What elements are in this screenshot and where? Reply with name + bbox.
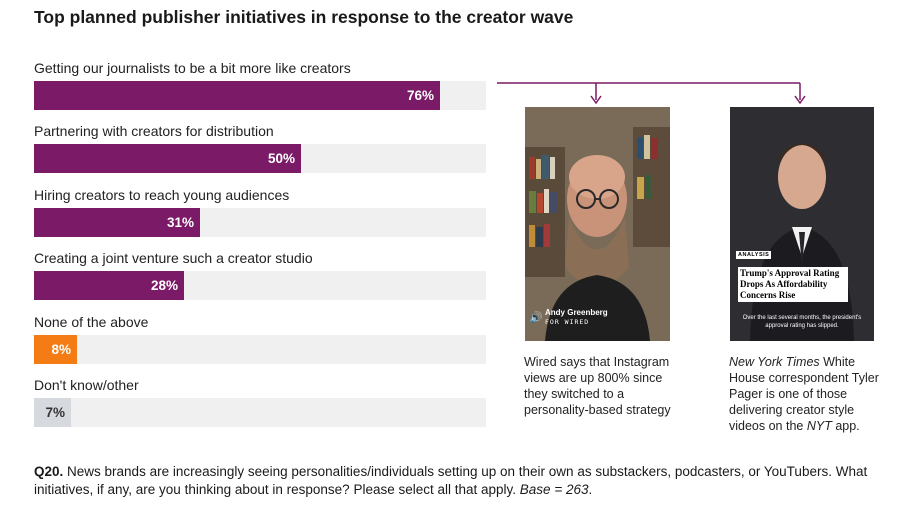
bar-label: Creating a joint venture such a creator … <box>34 250 313 267</box>
footnote-end: . <box>588 482 593 497</box>
nyt-presenter-illustration <box>730 107 874 341</box>
bar-track: 7% <box>34 398 486 427</box>
bar-track: 76% <box>34 81 486 110</box>
bar-value-label: 8% <box>51 341 71 357</box>
footnote-base: Base = 263 <box>519 482 589 497</box>
nyt-caption-end: app. <box>831 419 860 433</box>
wired-person-name: Andy Greenberg <box>545 308 608 317</box>
bar <box>34 398 71 427</box>
bar-label: Hiring creators to reach young audiences <box>34 186 290 203</box>
bar-track: 50% <box>34 144 486 174</box>
nyt-headline: Trump's Approval Rating Drops As Afforda… <box>738 267 848 302</box>
arrowhead-wired-icon <box>590 95 602 105</box>
wired-video-thumbnail: 🔊 Andy Greenberg FOR WIRED <box>525 107 670 341</box>
bar-track: 31% <box>34 207 486 237</box>
bar-value-label: 76% <box>406 88 434 103</box>
bookshelf-illustration <box>525 107 670 341</box>
bar <box>34 271 184 301</box>
nyt-analysis-tag: ANALYSIS <box>736 251 772 259</box>
bar-value-label: 7% <box>45 405 65 420</box>
speaker-icon: 🔊 <box>529 312 543 324</box>
wired-caption: Wired says that Instagram views are up 8… <box>524 355 671 417</box>
nyt-caption-italic-1: New York Times <box>729 355 820 369</box>
bar <box>34 207 200 237</box>
arrowhead-nyt-icon <box>794 95 806 105</box>
bar <box>34 144 301 174</box>
bar-value-label: 50% <box>267 151 295 167</box>
bar-label: Getting our journalists to be a bit more… <box>34 60 351 76</box>
chart-title: Top planned publisher initiatives in res… <box>34 7 574 27</box>
nyt-caption-mid: White House correspondent Tyler Pager is… <box>729 355 879 433</box>
nyt-caption: New York Times White House correspondent… <box>729 354 879 434</box>
bar-value-label: 31% <box>166 214 194 230</box>
bar-track: 8% <box>34 334 486 364</box>
nyt-overlay-caption: Over the last several months, the presid… <box>742 315 862 329</box>
nyt-caption-italic-2: NYT <box>806 419 832 433</box>
bar-track: 28% <box>34 271 486 301</box>
bar-label: Don't know/other <box>34 377 139 393</box>
bar-label: Partnering with creators for distributio… <box>34 123 274 140</box>
bar-value-label: 28% <box>150 278 178 294</box>
footnote: Q20. News brands are increasingly seeing… <box>34 463 874 499</box>
footnote-text: News brands are increasingly seeing pers… <box>34 464 868 497</box>
wired-brand-label: FOR WIRED <box>545 318 590 326</box>
bar-label: None of the above <box>34 313 149 330</box>
footnote-code: Q20. <box>34 464 64 479</box>
nyt-video-thumbnail: ANALYSIS Trump's Approval Rating Drops A… <box>730 107 874 341</box>
bar <box>34 81 440 110</box>
bar <box>34 334 77 364</box>
